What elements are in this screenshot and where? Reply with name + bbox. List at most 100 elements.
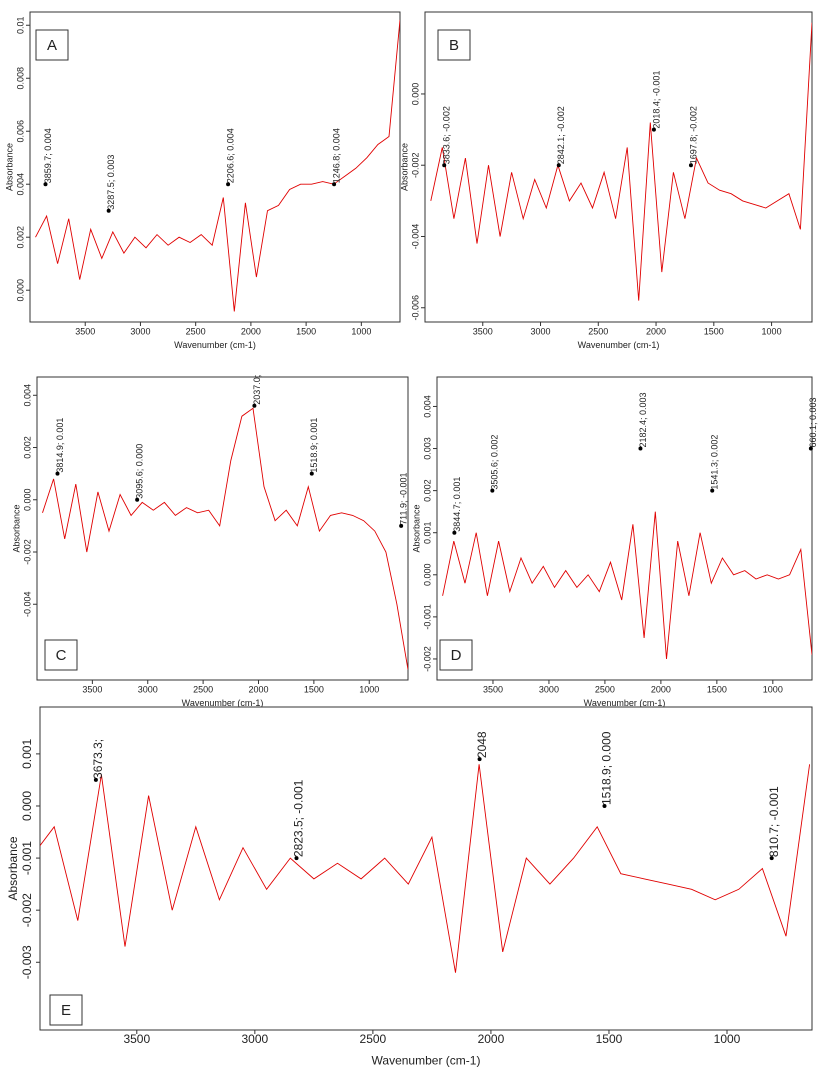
y-axis-label: Absorbance <box>6 836 20 900</box>
x-tick-label: 2500 <box>193 684 213 694</box>
plot-frame <box>424 11 813 323</box>
y-axis-label: Absorbance <box>400 143 410 191</box>
x-tick-label: 1500 <box>304 684 324 694</box>
peak-marker <box>769 856 774 861</box>
y-tick-label: 0.000 <box>20 791 34 821</box>
peak-label: 3844.7; 0.001 <box>452 477 462 532</box>
peak-label: 3095.6; 0.000 <box>135 444 145 499</box>
y-axis-label: Absorbance <box>12 504 22 552</box>
peak-marker <box>490 488 495 493</box>
y-tick-label: 0.004 <box>22 384 32 407</box>
peak-label: 2823.5; -0.001 <box>292 779 306 857</box>
x-tick-label: 1000 <box>351 326 371 336</box>
peak-label: 660.1; 0.003 <box>808 397 818 447</box>
x-tick-label: 1000 <box>762 326 782 336</box>
peak-marker <box>55 471 60 476</box>
spectrum-line <box>40 764 811 973</box>
x-tick-label: 2000 <box>241 326 261 336</box>
plot-frame <box>36 376 409 681</box>
x-tick-label: 1000 <box>763 684 783 694</box>
x-tick-label: 3000 <box>539 684 559 694</box>
panel-label-box <box>35 29 69 61</box>
panel-label-box <box>439 639 473 671</box>
y-tick-label: 0.004 <box>15 173 25 196</box>
peak-label: 1697.8; -0.002 <box>688 106 698 164</box>
x-tick-label: 3000 <box>130 326 150 336</box>
peak-marker <box>808 446 813 451</box>
peak-label: 3287.5; 0.003 <box>106 155 116 210</box>
x-tick-label: 3500 <box>82 684 102 694</box>
peak-label: 2018.4; -0.001 <box>651 71 661 129</box>
x-tick-label: 1000 <box>359 684 379 694</box>
spectrum-line <box>35 19 400 312</box>
peak-marker <box>602 803 607 808</box>
x-axis-label: Wavenumber (cm-1) <box>174 340 256 350</box>
peak-marker <box>106 208 111 213</box>
x-tick-label: 3500 <box>123 1032 150 1046</box>
peak-marker <box>252 403 257 408</box>
x-tick-label: 3500 <box>75 326 95 336</box>
x-tick-label: 1500 <box>707 684 727 694</box>
x-tick-label: 1500 <box>704 326 724 336</box>
y-tick-label: 0.006 <box>15 120 25 143</box>
x-tick-label: 1000 <box>714 1032 741 1046</box>
x-tick-label: 3000 <box>531 326 551 336</box>
x-tick-label: 2500 <box>595 684 615 694</box>
y-tick-label: 0.002 <box>422 479 432 502</box>
x-axis-label: Wavenumber (cm-1) <box>182 698 264 708</box>
peak-label: 2037.0; <box>252 375 262 405</box>
x-tick-label: 1500 <box>296 326 316 336</box>
spectrum-line <box>442 511 812 660</box>
peak-marker <box>332 182 337 187</box>
peak-marker <box>452 530 457 535</box>
spectrum-line <box>42 407 408 670</box>
panel-label: C <box>56 647 67 664</box>
peak-label: 2206.6; 0.004 <box>225 128 235 183</box>
peak-label: 3673.3; <box>91 739 105 779</box>
plot-frame <box>436 376 813 681</box>
peak-label: 1246.8; 0.004 <box>331 128 341 183</box>
y-tick-label: 0.000 <box>410 83 420 106</box>
peak-label: 711.9; -0.001 <box>399 473 409 525</box>
panel-label: D <box>451 647 462 664</box>
peak-label: 810.7; -0.001 <box>767 786 781 857</box>
y-tick-label: 0.001 <box>20 739 34 769</box>
y-tick-label: -0.002 <box>20 893 34 927</box>
y-axis-label: Absorbance <box>412 504 422 552</box>
x-tick-label: 3000 <box>138 684 158 694</box>
y-tick-label: -0.002 <box>22 539 32 565</box>
peak-marker <box>556 163 561 168</box>
y-tick-label: -0.003 <box>20 945 34 979</box>
y-tick-label: -0.006 <box>410 295 420 321</box>
peak-marker <box>651 127 656 132</box>
y-tick-label: -0.001 <box>20 841 34 875</box>
peak-marker <box>135 497 140 502</box>
y-axis-label: Absorbance <box>5 143 15 191</box>
panel-label: A <box>47 37 57 54</box>
peak-marker <box>43 182 48 187</box>
peak-marker <box>226 182 231 187</box>
peak-label: 3833.6; -0.002 <box>442 106 452 164</box>
x-tick-label: 2500 <box>186 326 206 336</box>
y-tick-label: 0.004 <box>422 395 432 418</box>
y-tick-label: 0.000 <box>22 489 32 512</box>
x-tick-label: 3000 <box>241 1032 268 1046</box>
peak-label: 3859.7; 0.004 <box>43 128 53 183</box>
x-tick-label: 2000 <box>248 684 268 694</box>
peak-label: 1518.9; 0.001 <box>309 418 319 473</box>
y-tick-label: -0.002 <box>410 152 420 178</box>
x-axis-label: Wavenumber (cm-1) <box>578 340 660 350</box>
peak-marker <box>688 163 693 168</box>
x-tick-label: 2000 <box>651 684 671 694</box>
panel-label: B <box>449 37 459 54</box>
peak-marker <box>309 471 314 476</box>
x-tick-label: 1500 <box>596 1032 623 1046</box>
y-tick-label: 0.001 <box>422 521 432 544</box>
peak-label: 3814.9; 0.001 <box>55 418 65 473</box>
x-tick-label: 3500 <box>483 684 503 694</box>
peak-marker <box>442 163 447 168</box>
x-axis-label: Wavenumber (cm-1) <box>372 1053 481 1067</box>
x-tick-label: 2500 <box>360 1032 387 1046</box>
panel-label-box <box>437 29 471 61</box>
